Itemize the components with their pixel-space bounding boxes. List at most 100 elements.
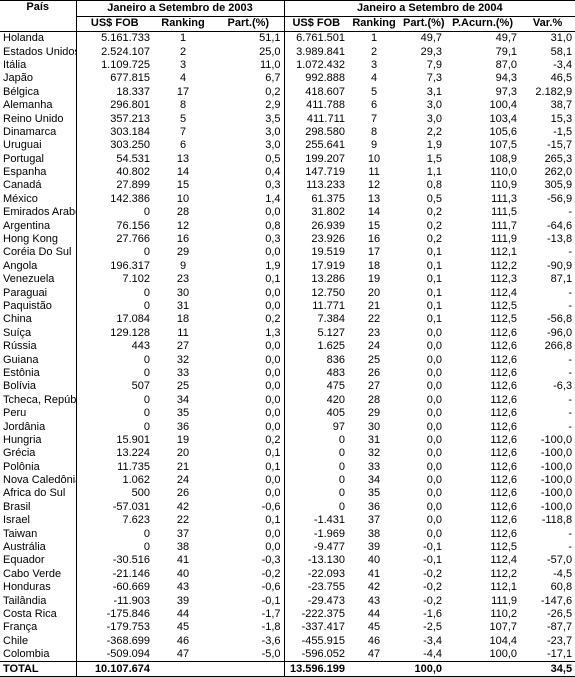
value-cell: -3,4	[553, 58, 573, 71]
value-cell: 0,2	[265, 313, 281, 326]
country-cell: Brasil	[3, 500, 31, 513]
value-cell: 2.182,9	[535, 85, 573, 98]
value-cell: 40	[176, 567, 190, 580]
value-cell: -21.146	[75, 567, 153, 582]
value-cell: 27	[176, 340, 190, 353]
value-cell: 18	[367, 259, 381, 272]
value-cell: 0	[75, 353, 153, 367]
value-cell: 12.750	[283, 286, 349, 300]
value-cell: 33	[176, 366, 190, 379]
value-cell: 112,5	[490, 300, 518, 312]
value-cell: 112,6	[490, 407, 518, 420]
table-row: Paraguai 0 30 0,0 12.750 20 0,1 112,4 -	[0, 286, 575, 300]
value-cell: -0,6	[261, 500, 281, 513]
value-cell: 0,2	[265, 85, 281, 98]
value-cell: 49,7	[495, 32, 518, 45]
table-row: Uruguai 303.250 6 3,0 255.641 9 1,9 107,5 -15,7	[0, 139, 575, 153]
value-cell: -29.473	[283, 594, 349, 608]
value-cell: 296.801	[75, 98, 153, 113]
table-row: Estônia 0 33 0,0 483 26 0,0 112,6-	[0, 366, 575, 381]
country-cell: Estônia	[3, 366, 40, 379]
value-cell: -17,1	[547, 648, 573, 661]
value-cell: 0,0	[426, 340, 443, 353]
value-cell: 0,1	[426, 286, 443, 299]
value-cell: 40	[367, 554, 381, 567]
value-cell: 262,0	[544, 166, 573, 179]
value-cell: -100,0	[540, 433, 573, 446]
country-cell: China	[3, 313, 32, 326]
value-cell: 61.375	[283, 192, 349, 207]
value-cell: 507	[75, 380, 153, 394]
value-cell: 0,1	[426, 300, 443, 312]
value-cell: 104,4	[489, 634, 518, 647]
country-header: País	[0, 0, 76, 32]
value-cell: -0,2	[423, 594, 443, 607]
value-cell: 112,6	[490, 500, 518, 513]
value-cell: 2,9	[265, 99, 281, 112]
value-cell: 13	[176, 152, 190, 165]
value-cell: 0	[283, 460, 349, 474]
value-cell: 21	[367, 300, 381, 312]
value-cell: 41	[367, 567, 381, 580]
country-cell: Dinamarca	[3, 125, 57, 138]
value-cell: 1,1	[426, 166, 443, 179]
value-cell: 105,6	[489, 125, 518, 138]
value-cell: 418.607	[283, 85, 349, 99]
value-cell: 4	[179, 72, 187, 85]
value-cell: 13	[367, 192, 381, 205]
value-cell: 0,0	[426, 514, 443, 527]
value-cell: 42	[176, 500, 190, 513]
value-cell: 112,6	[490, 380, 518, 393]
value-cell: -0,1	[261, 594, 281, 607]
value-cell: 0,4	[265, 166, 281, 179]
total-cell: 34,5	[520, 661, 575, 677]
value-cell: 22	[176, 514, 190, 527]
value-cell: -6,3	[553, 380, 573, 393]
value-cell: 112,6	[490, 340, 518, 353]
column-header: Part.(%)	[213, 16, 285, 32]
value-cell: -5,0	[261, 648, 281, 661]
value-cell: 27.766	[75, 232, 153, 247]
country-cell: Emirados Arabes	[3, 206, 76, 219]
value-cell: -	[568, 393, 573, 406]
country-cell: Estados Unidos	[3, 45, 76, 58]
value-cell: 11	[368, 166, 380, 179]
value-cell: 0	[283, 473, 349, 488]
country-cell: Polônia	[3, 460, 40, 473]
value-cell: -	[568, 353, 573, 366]
value-cell: 7,9	[426, 58, 443, 71]
value-cell: 0,0	[265, 340, 281, 353]
value-cell: 113.233	[283, 179, 349, 193]
table-row: Estados Unidos 2.524.107 2 25,0 3.989.841 2 29…	[0, 45, 575, 59]
value-cell: 1,3	[265, 326, 281, 339]
value-cell: -1,7	[261, 607, 281, 620]
value-cell: 39	[176, 594, 190, 607]
value-cell: 100,0	[489, 648, 518, 661]
value-cell: 0,1	[265, 514, 281, 527]
value-cell: 0,0	[265, 366, 281, 379]
table-row: Africa do Sul 500 26 0,0 0 35 0,0 112,6 -100,0	[0, 487, 575, 501]
value-cell: -596.052	[283, 647, 349, 662]
country-cell: Uruguai	[3, 139, 42, 152]
country-cell: Nova Caledônia	[3, 474, 76, 487]
value-cell: 0	[283, 447, 349, 461]
value-cell: 2	[179, 45, 187, 58]
value-cell: 112,6	[490, 527, 518, 540]
value-cell: 112,1	[490, 581, 518, 594]
value-cell: -	[568, 246, 573, 259]
value-cell: -4,5	[553, 567, 573, 580]
value-cell: 25	[367, 353, 381, 366]
value-cell: 199.207	[283, 152, 349, 166]
table-row: Hungria 15.901 19 0,2 0 31 0,0 112,6 -100,0	[0, 433, 575, 448]
value-cell: 26	[367, 366, 381, 379]
value-cell: 26.939	[283, 219, 349, 233]
value-cell: 10	[367, 152, 381, 165]
value-cell: 112,4	[490, 286, 518, 299]
value-cell: 112,6	[490, 487, 518, 500]
value-cell: 6	[179, 139, 187, 152]
value-cell: 46	[176, 634, 190, 647]
value-cell: 26	[176, 487, 190, 500]
value-cell: 8	[370, 125, 378, 138]
value-cell: 0,3	[265, 179, 281, 192]
value-cell: -23.755	[283, 581, 349, 595]
